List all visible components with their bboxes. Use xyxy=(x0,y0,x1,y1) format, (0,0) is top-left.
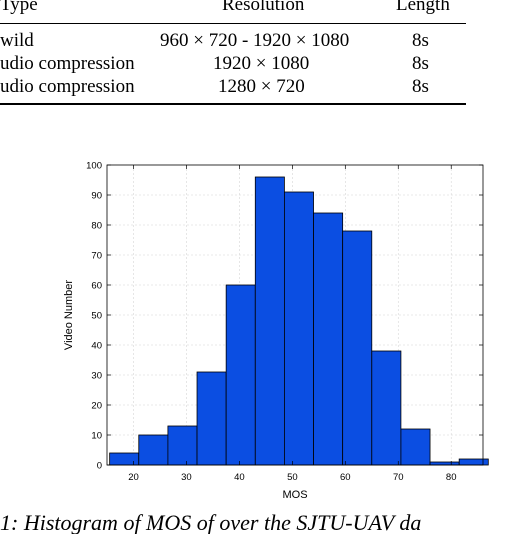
table-cell-r1-resolution: 1920 × 1080 xyxy=(213,53,310,74)
x-tick-label: 40 xyxy=(234,472,245,483)
histogram-bar xyxy=(342,230,373,466)
histogram-bar xyxy=(458,458,489,466)
x-tick-label: 60 xyxy=(340,472,351,483)
table-cell-r0-type: wild xyxy=(0,30,34,51)
table-header-resolution: Resolution xyxy=(222,0,305,15)
y-tick-label: 90 xyxy=(91,191,102,202)
histogram-bar xyxy=(225,284,256,466)
chart-ticks: 0 10 20 30 40 50 60 70 80 90 100 20 30 40 50 60 70 80 xyxy=(86,161,483,483)
y-tick-label: 0 xyxy=(97,461,102,472)
x-tick-label: 50 xyxy=(287,472,298,483)
table-cell-r1-length: 8s xyxy=(412,53,429,74)
histogram-bar xyxy=(400,428,431,466)
y-tick-label: 100 xyxy=(86,161,102,172)
histogram-bar xyxy=(109,452,140,466)
table-header-type: Type xyxy=(0,0,38,15)
table-cell-r1-type: udio compression xyxy=(0,53,135,74)
y-tick-label: 50 xyxy=(91,311,102,322)
table-cell-r2-type: udio compression xyxy=(0,76,135,97)
histogram-bar xyxy=(371,350,402,466)
table-cell-r2-length: 8s xyxy=(412,76,429,97)
x-tick-label: 30 xyxy=(181,472,192,483)
histogram-bar xyxy=(167,425,198,466)
mos-histogram: 0 10 20 30 40 50 60 70 80 90 100 20 30 40 50 60 70 80 MOS… xyxy=(63,161,489,501)
histogram-bar xyxy=(196,371,227,466)
x-tick-label: 20 xyxy=(128,472,139,483)
x-axis-label: MOS xyxy=(282,489,307,501)
table-bottomrule xyxy=(0,103,466,105)
histogram-bar xyxy=(284,191,314,466)
y-tick-label: 40 xyxy=(91,341,102,352)
y-tick-label: 10 xyxy=(91,431,102,442)
figure-caption: 1: Histogram of MOS of over the SJTU-UAV… xyxy=(0,510,422,534)
histogram-bar xyxy=(254,176,285,466)
y-axis-label: Video Number xyxy=(63,280,75,350)
x-tick-label: 70 xyxy=(393,472,404,483)
table-cell-r0-length: 8s xyxy=(412,30,429,51)
x-tick-label: 80 xyxy=(446,472,457,483)
table-midrule xyxy=(0,23,466,24)
table-cell-r2-resolution: 1280 × 720 xyxy=(218,76,305,97)
y-tick-label: 20 xyxy=(91,401,102,412)
histogram-bar xyxy=(313,212,344,466)
table-header-length: Length xyxy=(396,0,450,15)
histogram-bar xyxy=(138,434,169,466)
y-tick-label: 60 xyxy=(91,281,102,292)
y-tick-label: 80 xyxy=(91,221,102,232)
table-cell-r0-resolution: 960 × 720 - 1920 × 1080 xyxy=(160,30,350,51)
y-tick-label: 30 xyxy=(91,371,102,382)
chart-bars xyxy=(109,176,489,466)
y-tick-label: 70 xyxy=(91,251,102,262)
histogram-bar xyxy=(429,461,460,466)
